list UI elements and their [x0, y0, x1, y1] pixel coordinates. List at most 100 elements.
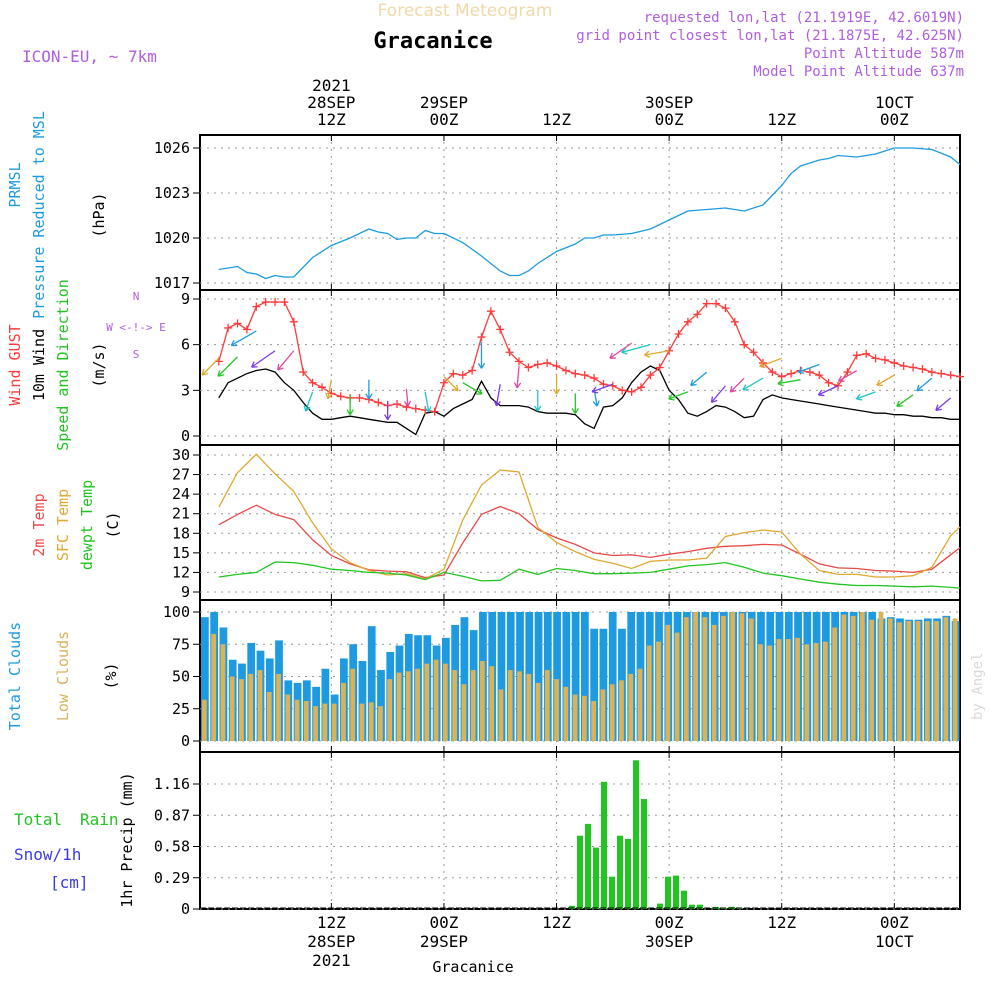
- wind-gust-marker: [702, 299, 711, 308]
- low-cloud-bar: [350, 668, 356, 741]
- wind-gust-marker: [721, 304, 730, 313]
- total-clouds-label: Total Clouds: [6, 622, 24, 730]
- wind-arrowhead: [837, 375, 845, 382]
- wind-gust-marker: [571, 369, 580, 378]
- low-cloud-bar: [248, 673, 254, 741]
- low-cloud-bar: [424, 663, 430, 741]
- wind-gust-marker: [871, 354, 880, 363]
- wind-gust-marker: [909, 363, 918, 372]
- temperature-series: [218, 453, 961, 589]
- wind-gust-marker: [843, 368, 852, 377]
- wind-gust-marker: [636, 383, 645, 392]
- rain-label: Rain: [80, 810, 119, 829]
- wind-gust-marker: [458, 371, 467, 380]
- wind-arrowhead: [644, 350, 651, 358]
- low-cloud-bar: [405, 671, 411, 741]
- wind-gust-marker: [308, 378, 317, 387]
- time-label-bottom: 29SEP: [420, 932, 468, 951]
- wind-gust-marker: [674, 330, 683, 339]
- wind-arrow: [405, 388, 409, 407]
- wind-arrowhead: [591, 386, 599, 394]
- wind-arrow: [201, 357, 220, 376]
- wind-arrow: [818, 385, 839, 396]
- wind-gust-marker: [411, 404, 420, 413]
- wind-gust-marker: [430, 407, 439, 416]
- wind-gust-marker: [946, 371, 955, 380]
- y-tick-label: 3: [181, 381, 190, 399]
- temp-2m-line: [218, 504, 961, 579]
- low-cloud-bar: [804, 644, 810, 741]
- low-cloud-bar: [897, 622, 902, 741]
- wind-arrowhead: [916, 384, 923, 392]
- time-label-top: 29SEP: [420, 93, 468, 112]
- precip-unit: 1hr Precip (mm): [118, 772, 136, 907]
- precip-bar: [609, 876, 615, 909]
- wind-arrow: [277, 350, 295, 371]
- low-cloud-bar: [915, 621, 921, 741]
- wind-arrow: [856, 391, 876, 400]
- precip-bars: [200, 760, 960, 909]
- y-tick-label: 9: [181, 583, 190, 601]
- time-label-bottom: 1OCT: [875, 932, 914, 951]
- wind-gust-marker: [468, 366, 477, 375]
- wind-series: [201, 298, 964, 436]
- wind-unit: (m/s): [90, 342, 108, 387]
- low-cloud-bar: [619, 680, 624, 741]
- compass-s: S: [133, 348, 140, 361]
- wind-arrowhead: [710, 396, 718, 404]
- low-cloud-bar: [517, 671, 522, 741]
- wind-arrowhead: [346, 409, 354, 416]
- low-cloud-bar: [887, 618, 893, 741]
- wind-arrow: [777, 379, 801, 385]
- time-label-bottom: 00Z: [880, 913, 909, 932]
- wind-gust-marker: [627, 387, 636, 396]
- precip-bar: [673, 875, 679, 909]
- total-cloud-bar: [562, 612, 571, 741]
- time-label-bottom: 12Z: [317, 913, 346, 932]
- wind-arrowhead: [325, 392, 333, 400]
- y-tick-label: 0.58: [154, 838, 190, 856]
- wind-gust-marker: [730, 317, 739, 326]
- wind-arrow: [896, 394, 914, 407]
- precip-bar: [569, 905, 575, 909]
- model-label: ICON-EU, ~ 7km: [22, 47, 157, 66]
- low-cloud-bar: [674, 632, 680, 741]
- low-cloud-bar: [924, 621, 930, 741]
- wind-gust-marker: [852, 351, 861, 360]
- low-cloud-bar: [470, 670, 476, 741]
- compass-we: W <-!-> E: [106, 321, 166, 334]
- wind-gust-marker: [233, 319, 242, 328]
- wind-arrow: [876, 374, 895, 386]
- time-label-bottom: 30SEP: [645, 932, 693, 951]
- wind-arrow: [759, 357, 782, 368]
- low-cloud-bar: [498, 689, 504, 741]
- wind-arrowhead: [552, 388, 561, 395]
- wind-arrow: [251, 350, 276, 368]
- temp-unit: (C): [104, 511, 122, 538]
- low-cloud-bar: [600, 689, 606, 741]
- low-cloud-bar: [758, 644, 763, 741]
- requested-coords: requested lon,lat (21.1919E, 42.6019N): [644, 10, 964, 26]
- wind-gust-marker: [740, 340, 749, 349]
- wind-arrow: [935, 397, 952, 411]
- wind-arrow: [916, 377, 933, 392]
- wind-arrow: [443, 376, 459, 392]
- total-cloud-bar: [553, 612, 561, 741]
- wind-gust-marker: [299, 368, 308, 377]
- precip-bar: [585, 823, 591, 909]
- total-cloud-bar: [367, 626, 376, 741]
- wind-gust-marker: [777, 372, 786, 381]
- wind-arrowhead: [571, 408, 579, 414]
- low-cloud-bar: [266, 691, 272, 741]
- precip-bar: [601, 781, 607, 909]
- y-tick-label: 100: [163, 603, 190, 621]
- compass-n: N: [133, 290, 140, 303]
- low-cloud-bar: [480, 661, 485, 741]
- low-cloud-bar: [878, 612, 884, 741]
- time-label-top: 2021: [312, 76, 351, 95]
- wind-arrow: [729, 377, 745, 393]
